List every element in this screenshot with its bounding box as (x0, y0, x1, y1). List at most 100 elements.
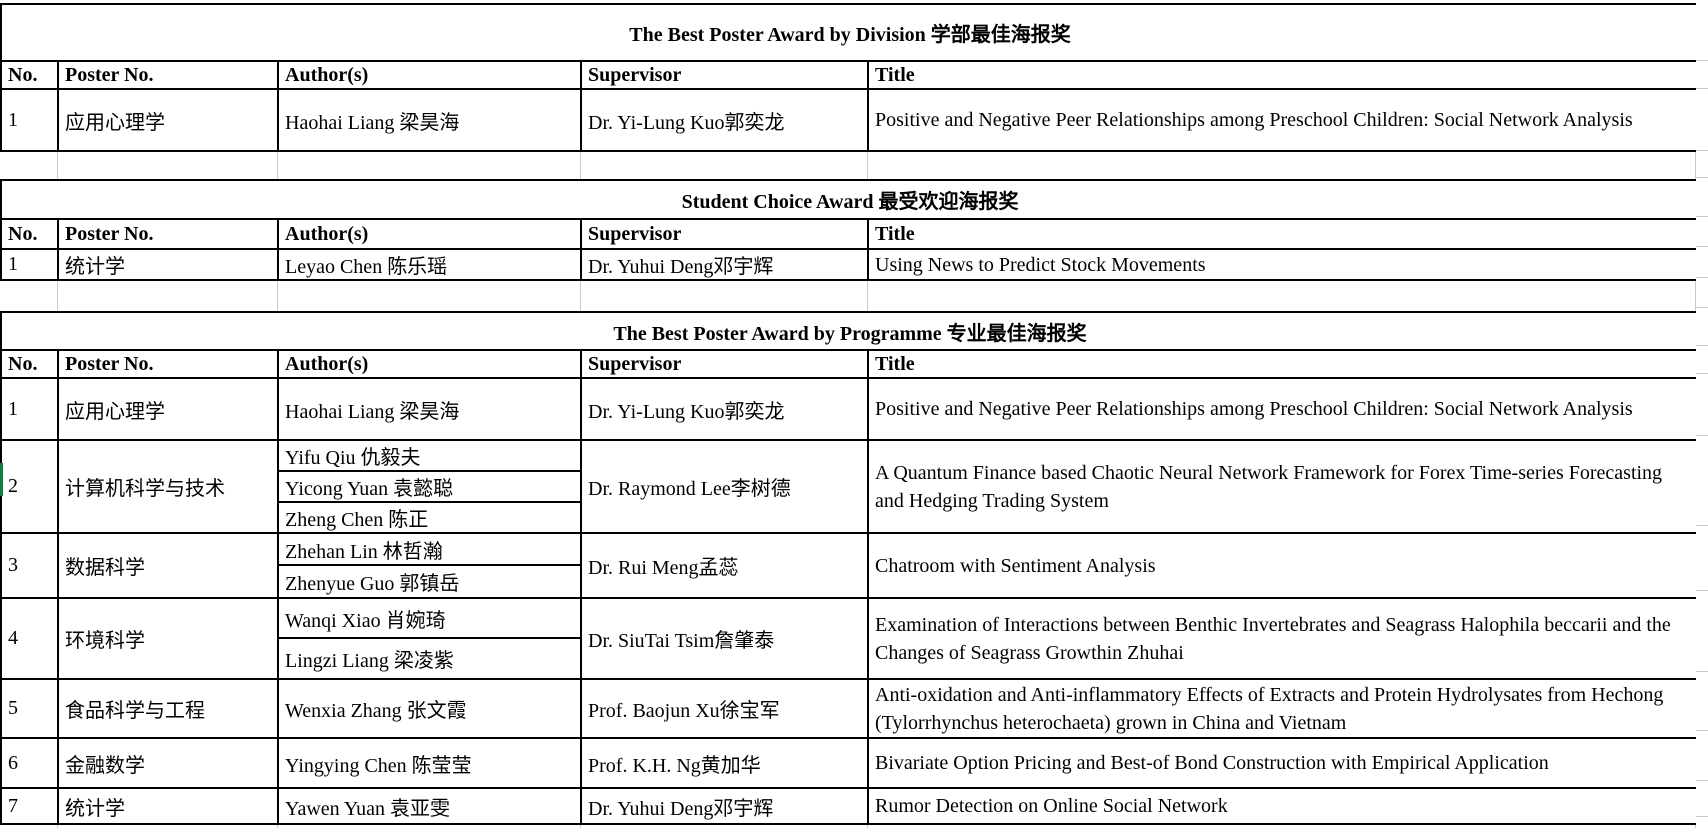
cell-author[interactable]: Lingzi Liang 梁凌紫 (277, 637, 582, 680)
award-table-programme: The Best Poster Award by Programme 专业最佳海… (0, 311, 1699, 825)
cell-author[interactable]: Zhehan Lin 林哲瀚 (277, 532, 582, 566)
cell-author[interactable]: Zheng Chen 陈正 (277, 501, 582, 534)
cell-no[interactable]: 1 (0, 88, 59, 152)
gridline (580, 281, 581, 311)
cell-author[interactable]: Yicong Yuan 袁懿聪 (277, 470, 582, 503)
cell-poster-no[interactable]: 食品科学与工程 (57, 678, 279, 739)
cell-no[interactable]: 5 (0, 678, 59, 739)
gridline (1696, 730, 1708, 731)
cell-supervisor[interactable]: Prof. K.H. Ng黄加华 (580, 737, 869, 789)
gridline (1695, 152, 1696, 179)
cell-supervisor[interactable]: Dr. Yuhui Deng邓宇辉 (580, 787, 869, 825)
gridline (1696, 345, 1708, 346)
header-poster-no[interactable]: Poster No. (57, 218, 279, 250)
header-supervisor[interactable]: Supervisor (580, 60, 869, 90)
cell-no[interactable]: 6 (0, 737, 59, 789)
table-row: Zhenyue Guo 郭镇岳 (1, 564, 1697, 599)
cell-supervisor[interactable]: Dr. SiuTai Tsim詹肇泰 (580, 597, 869, 680)
header-supervisor[interactable]: Supervisor (580, 218, 869, 250)
cell-poster-no[interactable]: 统计学 (57, 248, 279, 281)
cell-poster-no[interactable]: 计算机科学与技术 (57, 439, 279, 534)
gridline (1696, 373, 1708, 374)
table-title[interactable]: The Best Poster Award by Programme 专业最佳海… (0, 311, 1699, 351)
cell-poster-no[interactable]: 金融数学 (57, 737, 279, 789)
cell-title[interactable]: Examination of Interactions between Bent… (866, 597, 1699, 680)
cell-no[interactable]: 4 (0, 597, 59, 680)
cell-supervisor[interactable]: Dr. Rui Meng孟蕊 (580, 532, 869, 599)
cell-author[interactable]: Haohai Liang 梁昊海 (277, 377, 582, 441)
cell-title[interactable]: Bivariate Option Pricing and Best-of Bon… (866, 737, 1699, 789)
cell-poster-no[interactable]: 应用心理学 (57, 377, 279, 441)
gridline (277, 825, 278, 828)
cell-supervisor[interactable]: Prof. Baojun Xu徐宝军 (580, 678, 869, 739)
gridline (57, 152, 58, 179)
cell-no[interactable]: 1 (0, 377, 59, 441)
header-title[interactable]: Title (866, 218, 1699, 250)
cell-author[interactable]: Yawen Yuan 袁亚雯 (277, 787, 582, 825)
cell-supervisor[interactable]: Dr. Yi-Lung Kuo郭奕龙 (580, 88, 869, 152)
gridline (867, 281, 868, 311)
table-row: 7 统计学 Yawen Yuan 袁亚雯 Dr. Yuhui Deng邓宇辉 Rumor… (0, 787, 1699, 825)
header-author[interactable]: Author(s) (277, 60, 582, 90)
table-row: Zheng Chen 陈正 (1, 501, 1697, 534)
gridline (1695, 281, 1696, 311)
cell-supervisor[interactable]: Dr. Yuhui Deng邓宇辉 (580, 248, 869, 281)
cell-author[interactable]: Wanqi Xiao 肖婉琦 (277, 597, 582, 639)
cell-title[interactable]: Positive and Negative Peer Relationships… (866, 88, 1699, 152)
gridline (1696, 177, 1708, 178)
cell-no[interactable]: 3 (0, 532, 59, 599)
gridline (1696, 525, 1708, 526)
cell-title[interactable]: A Quantum Finance based Chaotic Neural N… (866, 439, 1699, 534)
gridline (867, 825, 868, 828)
table-title[interactable]: Student Choice Award 最受欢迎海报奖 (0, 179, 1699, 220)
cell-author[interactable]: Leyao Chen 陈乐瑶 (277, 248, 582, 281)
gridline (1696, 88, 1708, 89)
cell-title[interactable]: Using News to Predict Stock Movements (866, 248, 1699, 281)
cell-poster-no[interactable]: 环境科学 (57, 597, 279, 680)
table-row: 3 数据科学 Zhehan Lin 林哲瀚 Dr. Rui Meng孟蕊 Chatroo… (0, 532, 1699, 599)
header-no[interactable]: No. (0, 349, 59, 379)
header-no[interactable]: No. (0, 218, 59, 250)
cell-title[interactable]: Chatroom with Sentiment Analysis (866, 532, 1699, 599)
cell-poster-no[interactable]: 统计学 (57, 787, 279, 825)
cell-author[interactable]: Yingying Chen 陈莹莹 (277, 737, 582, 789)
gridline (57, 281, 58, 311)
header-title[interactable]: Title (866, 60, 1699, 90)
cell-poster-no[interactable]: 数据科学 (57, 532, 279, 599)
table-row: 1 应用心理学 Haohai Liang 梁昊海 Dr. Yi-Lung Kuo郭奕龙… (0, 377, 1699, 441)
gridline (57, 825, 58, 828)
gridline (1696, 246, 1708, 247)
cell-author[interactable]: Yifu Qiu 仇毅夫 (277, 439, 582, 472)
cell-no[interactable]: 2 (0, 439, 59, 534)
cell-title[interactable]: Anti-oxidation and Anti-inflammatory Eff… (866, 678, 1699, 739)
gridline (1696, 435, 1708, 436)
selection-marker (0, 463, 3, 496)
header-no[interactable]: No. (0, 60, 59, 90)
gridline (1696, 216, 1708, 217)
cell-poster-no[interactable]: 应用心理学 (57, 88, 279, 152)
gridline (580, 152, 581, 179)
header-supervisor[interactable]: Supervisor (580, 349, 869, 379)
header-poster-no[interactable]: Poster No. (57, 349, 279, 379)
cell-title[interactable]: Positive and Negative Peer Relationships… (866, 377, 1699, 441)
table-title[interactable]: The Best Poster Award by Division 学部最佳海报… (0, 3, 1699, 62)
gridline (1696, 816, 1708, 817)
cell-supervisor[interactable]: Dr. Raymond Lee李树德 (580, 439, 869, 534)
header-author[interactable]: Author(s) (277, 349, 582, 379)
header-title[interactable]: Title (866, 349, 1699, 379)
cell-author[interactable]: Zhenyue Guo 郭镇岳 (277, 564, 582, 599)
cell-no[interactable]: 7 (0, 787, 59, 825)
gridline (867, 152, 868, 179)
right-gridline-strip (1696, 0, 1708, 828)
header-author[interactable]: Author(s) (277, 218, 582, 250)
header-poster-no[interactable]: Poster No. (57, 60, 279, 90)
award-table-division: The Best Poster Award by Division 学部最佳海报… (0, 3, 1699, 152)
cell-title[interactable]: Rumor Detection on Online Social Network (866, 787, 1699, 825)
gridline (1696, 60, 1708, 61)
cell-no[interactable]: 1 (0, 248, 59, 281)
cell-author[interactable]: Haohai Liang 梁昊海 (277, 88, 582, 152)
cell-author[interactable]: Wenxia Zhang 张文霞 (277, 678, 582, 739)
cell-supervisor[interactable]: Dr. Yi-Lung Kuo郭奕龙 (580, 377, 869, 441)
gridline (1696, 590, 1708, 591)
